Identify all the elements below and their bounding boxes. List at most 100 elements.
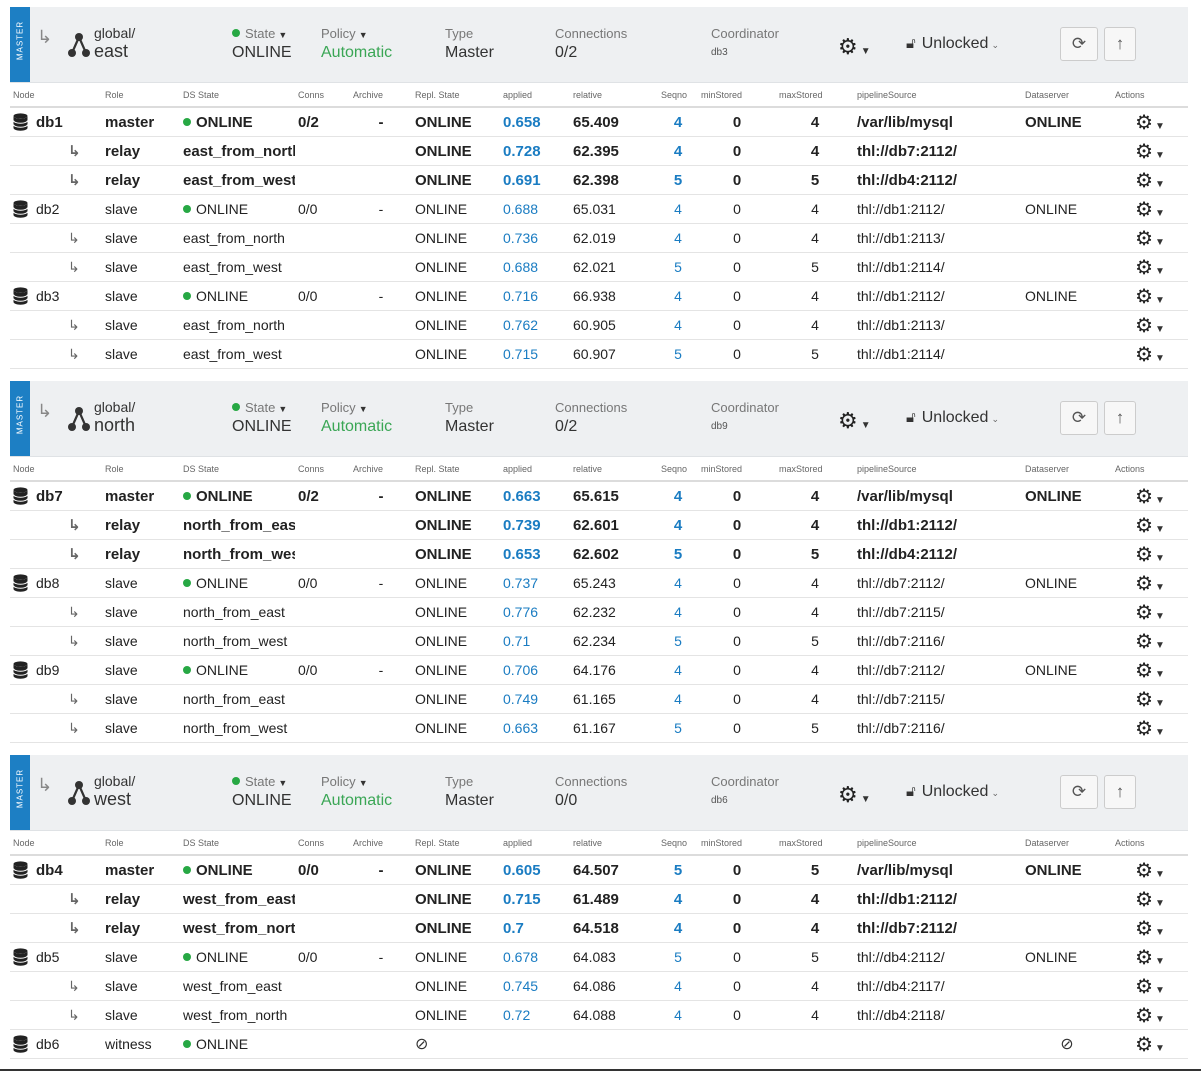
row-actions-menu[interactable]: ⚙ ▼ (1112, 510, 1188, 540)
row-actions-menu[interactable]: ⚙ ▼ (1112, 626, 1188, 656)
expand-button[interactable]: ↑ (1104, 27, 1136, 61)
row-actions-menu[interactable]: ⚙ ▼ (1112, 597, 1188, 627)
seqno-cell[interactable]: 4 (658, 510, 698, 540)
role-cell: master (102, 107, 180, 137)
row-actions-menu[interactable]: ⚙ ▼ (1112, 252, 1188, 282)
seqno-cell[interactable]: 4 (658, 223, 698, 253)
row-actions-menu[interactable]: ⚙ ▼ (1112, 539, 1188, 569)
lock-dropdown[interactable]: 🔓︎ Unlocked ⌄ (906, 409, 999, 427)
applied-cell: 0.663 (500, 481, 570, 511)
seqno-cell[interactable]: 5 (658, 855, 698, 885)
seqno-cell[interactable]: 4 (658, 568, 698, 598)
node-cell[interactable]: db6 (10, 1029, 102, 1059)
node-cell[interactable]: db3 (10, 281, 102, 311)
seqno-cell[interactable]: 4 (658, 884, 698, 914)
conns-cell (295, 713, 350, 743)
seqno-cell[interactable]: 4 (658, 281, 698, 311)
node-cell[interactable]: db1 (10, 107, 102, 137)
row-actions-menu[interactable]: ⚙ ▼ (1112, 942, 1188, 972)
expand-button[interactable]: ↑ (1104, 775, 1136, 809)
service-actions-menu[interactable]: ⚙ ▼ (838, 34, 871, 60)
repl-state-cell: ⊘ (412, 1029, 500, 1059)
refresh-button[interactable]: ⟳ (1060, 775, 1098, 809)
column-header: pipelineSource (854, 457, 1022, 482)
row-actions-menu[interactable]: ⚙ ▼ (1112, 884, 1188, 914)
seqno-cell[interactable]: 4 (658, 481, 698, 511)
applied-cell: 0.72 (500, 1000, 570, 1030)
policy-dropdown[interactable]: Policy ▼ (321, 26, 368, 41)
gear-icon: ⚙ (1135, 601, 1154, 624)
row-actions-menu[interactable]: ⚙ ▼ (1112, 223, 1188, 253)
state-dropdown[interactable]: State ▼ (232, 26, 287, 41)
policy-label: Policy (321, 26, 356, 41)
expand-button[interactable]: ↑ (1104, 401, 1136, 435)
seqno-cell[interactable]: 4 (658, 310, 698, 340)
row-actions-menu[interactable]: ⚙ ▼ (1112, 971, 1188, 1001)
seqno-cell[interactable]: 4 (658, 136, 698, 166)
refresh-button[interactable]: ⟳ (1060, 401, 1098, 435)
row-actions-menu[interactable]: ⚙ ▼ (1112, 655, 1188, 685)
node-cell[interactable]: db4 (10, 855, 102, 885)
row-actions-menu[interactable]: ⚙ ▼ (1112, 684, 1188, 714)
row-actions-menu[interactable]: ⚙ ▼ (1112, 107, 1188, 137)
bottom-border (0, 1069, 1201, 1071)
policy-dropdown[interactable]: Policy ▼ (321, 400, 368, 415)
seqno-cell[interactable]: 4 (658, 655, 698, 685)
row-actions-menu[interactable]: ⚙ ▼ (1112, 281, 1188, 311)
online-dot-icon (232, 29, 240, 37)
row-actions-menu[interactable]: ⚙ ▼ (1112, 339, 1188, 369)
role-cell: slave (102, 655, 180, 685)
service-header: MASTER ↳ global/ east State ▼ ONLINE Poli… (10, 7, 1188, 83)
refresh-button[interactable]: ⟳ (1060, 27, 1098, 61)
conns-cell (295, 223, 350, 253)
row-actions-menu[interactable]: ⚙ ▼ (1112, 194, 1188, 224)
seqno-cell[interactable]: 4 (658, 194, 698, 224)
seqno-cell[interactable] (658, 1029, 698, 1059)
row-actions-menu[interactable]: ⚙ ▼ (1112, 1029, 1188, 1059)
service-actions-menu[interactable]: ⚙ ▼ (838, 408, 871, 434)
state-dropdown[interactable]: State ▼ (232, 400, 287, 415)
seqno-cell[interactable]: 5 (658, 626, 698, 656)
row-actions-menu[interactable]: ⚙ ▼ (1112, 481, 1188, 511)
relative-cell: 62.232 (570, 597, 658, 627)
lock-dropdown[interactable]: 🔓︎ Unlocked ⌄ (906, 35, 999, 53)
seqno-cell[interactable]: 5 (658, 713, 698, 743)
seqno-cell[interactable]: 5 (658, 165, 698, 195)
max-stored-cell: 4 (776, 310, 854, 340)
node-cell[interactable]: db7 (10, 481, 102, 511)
service-actions-menu[interactable]: ⚙ ▼ (838, 782, 871, 808)
seqno-cell[interactable]: 4 (658, 107, 698, 137)
seqno-cell[interactable]: 5 (658, 339, 698, 369)
relative-cell: 65.615 (570, 481, 658, 511)
node-cell[interactable]: db5 (10, 942, 102, 972)
relative-cell: 62.602 (570, 539, 658, 569)
seqno-cell[interactable]: 4 (658, 971, 698, 1001)
row-actions-menu[interactable]: ⚙ ▼ (1112, 913, 1188, 943)
row-actions-menu[interactable]: ⚙ ▼ (1112, 165, 1188, 195)
node-cell[interactable]: db2 (10, 194, 102, 224)
archive-cell (350, 1000, 412, 1030)
row-actions-menu[interactable]: ⚙ ▼ (1112, 136, 1188, 166)
row-actions-menu[interactable]: ⚙ ▼ (1112, 713, 1188, 743)
policy-dropdown[interactable]: Policy ▼ (321, 774, 368, 789)
row-actions-menu[interactable]: ⚙ ▼ (1112, 568, 1188, 598)
seqno-cell[interactable]: 5 (658, 539, 698, 569)
state-dropdown[interactable]: State ▼ (232, 774, 287, 789)
gear-icon: ⚙ (1135, 688, 1154, 711)
seqno-cell[interactable]: 4 (658, 597, 698, 627)
row-actions-menu[interactable]: ⚙ ▼ (1112, 1000, 1188, 1030)
seqno-cell[interactable]: 4 (658, 913, 698, 943)
seqno-cell[interactable]: 4 (658, 684, 698, 714)
seqno-cell[interactable]: 4 (658, 1000, 698, 1030)
lock-dropdown[interactable]: 🔓︎ Unlocked ⌄ (906, 783, 999, 801)
node-cell[interactable]: db8 (10, 568, 102, 598)
row-actions-menu[interactable]: ⚙ ▼ (1112, 310, 1188, 340)
node-cell[interactable]: db9 (10, 655, 102, 685)
relative-cell: 65.031 (570, 194, 658, 224)
seqno-cell[interactable]: 5 (658, 942, 698, 972)
archive-cell: - (350, 481, 412, 511)
conns-cell (295, 884, 350, 914)
row-actions-menu[interactable]: ⚙ ▼ (1112, 855, 1188, 885)
repl-state-cell: ONLINE (412, 626, 500, 656)
seqno-cell[interactable]: 5 (658, 252, 698, 282)
